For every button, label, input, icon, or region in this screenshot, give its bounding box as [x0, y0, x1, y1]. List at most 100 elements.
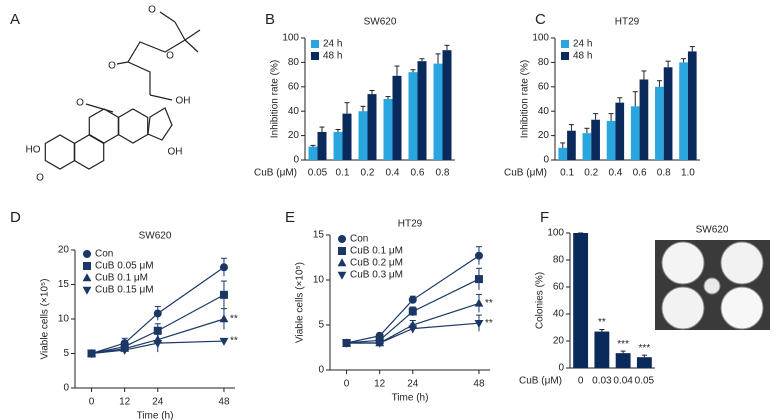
y-tick-label: 15: [58, 279, 70, 290]
annotation: **: [485, 318, 493, 329]
legend-label: CuB 0.2 μM: [350, 258, 403, 269]
annotation: ***: [617, 339, 629, 350]
legend-swatch: [561, 40, 569, 48]
x-tick-label: 0: [344, 379, 350, 390]
x-tick-label: 0.8: [436, 168, 450, 179]
x-tick-label: 0.6: [633, 168, 647, 179]
panel-label: D: [10, 209, 21, 226]
legend-marker: [337, 271, 347, 280]
x-axis-label: Time (h): [137, 411, 174, 420]
x-tick-label: 0.2: [361, 168, 375, 179]
bar: [383, 99, 393, 160]
chemical-structure: [44, 11, 201, 170]
bar: [639, 79, 649, 160]
marker: [153, 339, 163, 348]
bar: [594, 331, 610, 368]
x-tick-label: 0.2: [584, 168, 598, 179]
y-tick-label: 60: [288, 81, 300, 92]
bar: [582, 133, 592, 160]
x-tick-label: 0.03: [592, 376, 612, 387]
chart-title: HT29: [615, 17, 640, 28]
x-tick-label: 0.8: [657, 168, 671, 179]
legend-swatch: [311, 40, 319, 48]
y-tick-label: 100: [282, 33, 299, 44]
line: [91, 266, 225, 355]
legend-swatch: [561, 52, 569, 60]
chart-title: HT29: [398, 219, 423, 230]
y-axis-label: Colonies (%): [535, 272, 546, 329]
legend-label: Con: [350, 234, 368, 245]
marker: [153, 309, 162, 318]
x-axis-label: CuB (μM): [504, 168, 547, 179]
x-axis-label: Time (h): [392, 393, 429, 404]
marker: [375, 339, 385, 348]
y-tick-label: 20: [553, 336, 565, 347]
x-axis-label: CuB (μM): [519, 376, 562, 387]
marker: [474, 275, 483, 284]
y-tick-label: 0: [63, 383, 69, 394]
y-tick-label: 40: [553, 309, 565, 320]
legend-marker: [338, 235, 346, 243]
y-tick-label: 10: [313, 275, 325, 286]
bar: [558, 147, 568, 160]
y-tick-label: 80: [538, 57, 550, 68]
x-tick-label: 0.04: [613, 376, 633, 387]
bar: [442, 50, 452, 161]
bar: [663, 67, 673, 160]
x-tick-label: 0: [578, 376, 584, 387]
x-tick-label: 0.05: [635, 376, 655, 387]
y-tick-label: 10: [58, 314, 70, 325]
bar: [687, 51, 697, 160]
legend-marker: [83, 250, 91, 258]
bar: [408, 72, 418, 160]
x-tick-label: 48: [473, 379, 485, 390]
panel-label: A: [10, 11, 20, 28]
marker: [219, 337, 229, 346]
x-tick-label: 1.0: [681, 168, 695, 179]
legend-label: CuB 0.1 μM: [95, 273, 148, 284]
legend-swatch: [311, 52, 319, 60]
marker: [153, 326, 162, 335]
panel-label: F: [540, 209, 549, 226]
y-tick-label: 100: [547, 228, 564, 239]
y-tick-label: 100: [532, 33, 549, 44]
marker: [219, 263, 228, 272]
x-tick-label: 12: [119, 397, 131, 408]
y-tick-label: 0: [293, 155, 299, 166]
marker: [408, 325, 418, 334]
y-axis-label: Viable cells (×10⁵): [40, 279, 51, 360]
x-tick-label: 0.4: [386, 168, 400, 179]
marker: [219, 314, 229, 323]
bar: [308, 146, 318, 160]
colony-image: [655, 240, 770, 330]
legend-label: CuB 0.1 μM: [350, 246, 403, 257]
y-tick-label: 0: [543, 155, 549, 166]
annotation: **: [230, 314, 238, 325]
annotation: **: [598, 317, 606, 328]
bar: [630, 106, 640, 160]
y-tick-label: 80: [553, 255, 565, 266]
bar: [636, 357, 652, 368]
atom-label: O: [76, 98, 84, 109]
x-tick-label: 24: [407, 379, 419, 390]
y-tick-label: 80: [288, 57, 300, 68]
legend-marker: [82, 273, 92, 282]
marker: [342, 339, 351, 348]
atom-label: OH: [176, 96, 191, 107]
y-tick-label: 60: [538, 81, 550, 92]
line: [346, 278, 480, 344]
legend-label: 24 h: [573, 39, 592, 50]
y-tick-label: 0: [318, 365, 324, 376]
bar: [615, 353, 631, 368]
bar: [317, 131, 327, 160]
x-tick-label: 12: [374, 379, 386, 390]
ring: [117, 108, 149, 144]
bar: [615, 102, 625, 160]
bar: [567, 130, 576, 160]
x-tick-label: 0.1: [336, 168, 350, 179]
y-tick-label: 20: [58, 245, 70, 256]
x-tick-label: 24: [152, 397, 164, 408]
panel-label: B: [265, 11, 275, 28]
chart-title: SW620: [696, 225, 729, 236]
